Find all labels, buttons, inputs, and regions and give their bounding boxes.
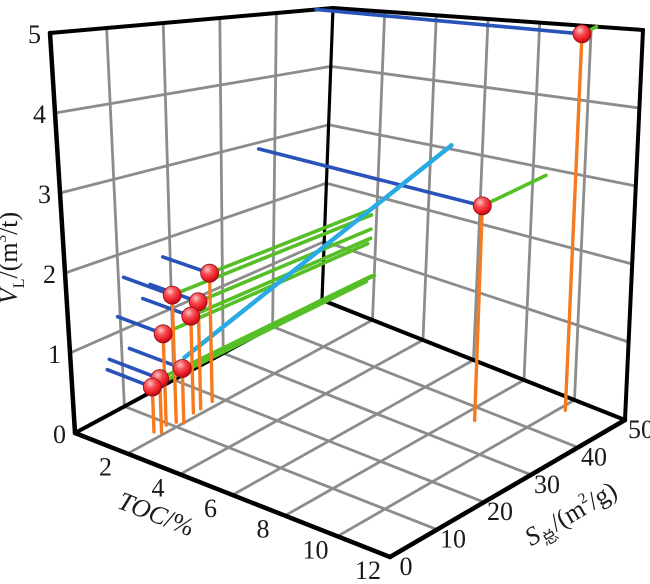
- grid-lines: [53, 10, 641, 538]
- x-tick-label: 6: [204, 494, 217, 523]
- top-right-edge: [331, 6, 645, 32]
- projection-lines-right-wall: [150, 24, 599, 389]
- axis-title-part: /t): [0, 212, 23, 235]
- projection-line-left: [314, 7, 584, 36]
- x-tick-label: 2: [99, 453, 112, 482]
- x-tick-label: 10: [303, 535, 329, 564]
- projection-line-right: [480, 173, 548, 208]
- left-wall-grid-line: [218, 16, 225, 355]
- right-vertical-edge: [623, 28, 645, 422]
- floor-grid-line: [126, 318, 374, 456]
- axis-title-part: /(m: [0, 242, 23, 278]
- right-wall-grid-line: [327, 123, 638, 188]
- axis-title-part: 总: [539, 526, 562, 550]
- y-axis-tick-labels: 0 10 20 30 40 50: [400, 415, 650, 581]
- right-wall-grid-line: [573, 24, 593, 402]
- data-point-sphere: [181, 306, 201, 326]
- drop-line: [563, 32, 584, 412]
- drop-line: [170, 293, 178, 424]
- projection-line-left: [256, 147, 485, 208]
- left-wall-grid-line: [105, 26, 126, 408]
- trend-line-group: [182, 143, 454, 360]
- y-axis-line: [387, 417, 628, 560]
- top-left-edge: [48, 6, 335, 35]
- data-point-sphere: [200, 263, 220, 283]
- left-wall-grid-line: [58, 123, 331, 195]
- right-wall-grid-line: [324, 181, 634, 266]
- z-axis-title: VL/(m3/t): [0, 212, 28, 304]
- y-tick-label: 20: [487, 497, 513, 526]
- z-tick-label: 0: [53, 420, 66, 449]
- z-tick-label: 1: [48, 340, 61, 369]
- data-point-sphere: [472, 196, 492, 216]
- z-axis-tick-labels: 0 1 2 3 4 5: [28, 20, 66, 449]
- data-points: [142, 24, 592, 397]
- axis-title-part: V: [0, 285, 23, 304]
- data-point-sphere: [172, 359, 192, 378]
- axis-title-part: L: [11, 279, 28, 289]
- left-wall-grid-line: [271, 11, 278, 329]
- left-wall-grid-line: [63, 181, 328, 275]
- floor-right-back-edge: [320, 298, 627, 422]
- floor-grid-line: [231, 358, 475, 497]
- floor-grid-line: [178, 338, 425, 476]
- y-tick-label: 50: [628, 415, 650, 444]
- z-tick-label: 3: [38, 180, 51, 209]
- axis-title-part: 3: [0, 235, 10, 243]
- y-tick-label: 0: [400, 552, 413, 581]
- drop-line: [207, 271, 214, 404]
- y-tick-label: 40: [581, 442, 607, 471]
- projection-line-right: [170, 213, 374, 297]
- z-axis-line: [47, 30, 78, 436]
- y-tick-label: 30: [534, 470, 560, 499]
- right-wall-grid-line: [371, 10, 387, 322]
- floor-grid-line: [283, 378, 526, 518]
- projection-line-right: [189, 236, 373, 319]
- right-wall-grid-line: [322, 240, 630, 344]
- projection-line-right: [207, 207, 373, 276]
- z-tick-label: 4: [33, 100, 46, 129]
- trend-line: [182, 143, 454, 360]
- data-point-sphere: [153, 324, 173, 344]
- floor-grid-line: [336, 398, 576, 538]
- z-tick-label: 2: [43, 260, 56, 289]
- drop-line: [189, 314, 196, 415]
- drop-line: [472, 204, 484, 422]
- data-point-sphere: [572, 24, 592, 44]
- left-wall-grid-line: [53, 65, 333, 115]
- projection-line-right: [157, 274, 374, 381]
- right-wall-grid-line: [421, 13, 438, 342]
- x-tick-label: 8: [257, 515, 270, 544]
- projection-lines-left-wall: [105, 7, 584, 389]
- data-point-sphere: [162, 285, 182, 305]
- axis-title-part: /g): [582, 476, 622, 516]
- z-tick-label: 5: [28, 20, 41, 49]
- data-point-sphere: [142, 377, 162, 397]
- x-axis-line: [72, 430, 393, 560]
- y-tick-label: 10: [440, 525, 466, 554]
- x-tick-label: 12: [355, 556, 381, 584]
- right-wall-grid-line: [329, 65, 641, 110]
- x-axis-tick-labels: 2 4 6 8 10 12: [99, 453, 381, 584]
- right-wall-grid-line: [472, 17, 490, 362]
- x-tick-label: 4: [152, 473, 165, 502]
- projection-line-right: [196, 227, 373, 304]
- back-corner-edge: [320, 6, 335, 302]
- right-wall-grid-line: [522, 21, 542, 382]
